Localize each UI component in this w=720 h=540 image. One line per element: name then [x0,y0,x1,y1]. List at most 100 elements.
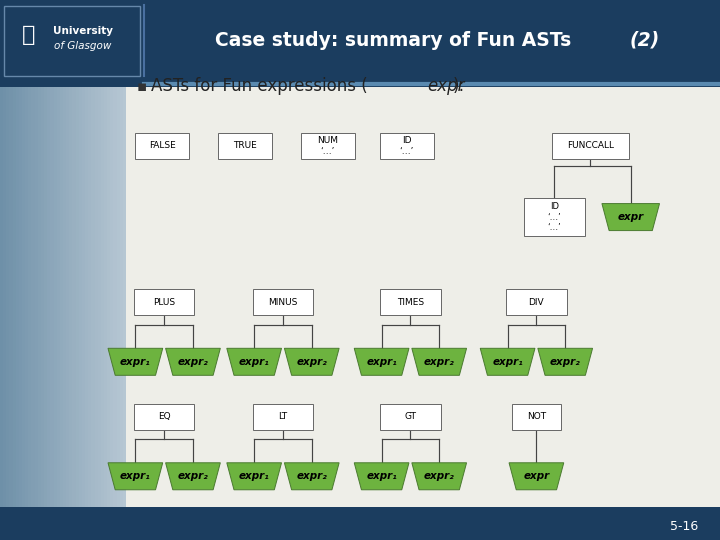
Polygon shape [509,463,564,490]
FancyBboxPatch shape [253,404,313,430]
Text: ID
‘…’: ID ‘…’ [400,136,414,156]
Text: ):: ): [452,77,464,96]
FancyBboxPatch shape [94,87,99,507]
FancyBboxPatch shape [380,133,433,159]
FancyBboxPatch shape [380,289,441,315]
FancyBboxPatch shape [88,87,92,507]
FancyBboxPatch shape [50,87,54,507]
FancyBboxPatch shape [107,87,111,507]
Text: FALSE: FALSE [148,141,176,150]
Text: expr₂: expr₂ [178,357,208,367]
Text: expr₁: expr₁ [120,471,150,481]
FancyBboxPatch shape [114,87,117,507]
FancyBboxPatch shape [85,87,89,507]
Text: University: University [53,26,113,36]
FancyBboxPatch shape [66,87,70,507]
FancyBboxPatch shape [9,87,13,507]
Polygon shape [602,204,660,231]
FancyBboxPatch shape [28,87,32,507]
FancyBboxPatch shape [253,289,313,315]
Text: expr₁: expr₁ [366,357,397,367]
FancyBboxPatch shape [48,87,51,507]
FancyBboxPatch shape [218,133,272,159]
Polygon shape [284,348,339,375]
FancyBboxPatch shape [552,133,629,159]
Polygon shape [284,463,339,490]
Text: (2): (2) [629,31,660,50]
Text: DIV: DIV [528,298,544,307]
Text: expr₂: expr₂ [297,471,327,481]
Text: expr₁: expr₁ [239,357,269,367]
FancyBboxPatch shape [506,289,567,315]
Text: expr₂: expr₂ [424,471,454,481]
Text: LT: LT [279,413,287,421]
Text: EQ: EQ [158,413,171,421]
FancyBboxPatch shape [513,404,560,430]
Polygon shape [412,348,467,375]
FancyBboxPatch shape [104,87,108,507]
FancyBboxPatch shape [110,87,114,507]
Text: MINUS: MINUS [269,298,297,307]
Text: ID
‘…’
‘…’: ID ‘…’ ‘…’ [548,202,561,232]
FancyBboxPatch shape [0,507,720,540]
Text: expr₁: expr₁ [239,471,269,481]
Polygon shape [227,463,282,490]
Text: expr₂: expr₂ [297,357,327,367]
FancyBboxPatch shape [126,87,720,507]
FancyBboxPatch shape [63,87,67,507]
FancyBboxPatch shape [91,87,95,507]
Polygon shape [108,348,163,375]
Text: expr: expr [428,77,465,96]
FancyBboxPatch shape [301,133,355,159]
Polygon shape [538,348,593,375]
Text: expr₁: expr₁ [366,471,397,481]
FancyBboxPatch shape [44,87,48,507]
FancyBboxPatch shape [123,87,127,507]
FancyBboxPatch shape [25,87,29,507]
Polygon shape [354,463,409,490]
Text: of Glasgow: of Glasgow [54,41,112,51]
FancyBboxPatch shape [98,87,102,507]
FancyBboxPatch shape [60,87,63,507]
Text: expr: expr [618,212,644,222]
FancyBboxPatch shape [16,87,19,507]
Text: expr₂: expr₂ [550,357,580,367]
FancyBboxPatch shape [82,87,86,507]
Text: ▪: ▪ [137,79,147,94]
Polygon shape [166,463,220,490]
Text: expr₂: expr₂ [424,357,454,367]
FancyBboxPatch shape [135,133,189,159]
FancyBboxPatch shape [32,87,35,507]
Polygon shape [412,463,467,490]
Polygon shape [166,348,220,375]
Text: 5-16: 5-16 [670,520,698,533]
Text: NUM
‘…’: NUM ‘…’ [317,136,338,156]
FancyBboxPatch shape [117,87,120,507]
FancyBboxPatch shape [101,87,104,507]
Text: NOT: NOT [527,413,546,421]
FancyBboxPatch shape [120,87,124,507]
FancyBboxPatch shape [57,87,60,507]
Text: expr₁: expr₁ [492,357,523,367]
FancyBboxPatch shape [53,87,58,507]
Text: FUNCCALL: FUNCCALL [567,141,614,150]
FancyBboxPatch shape [76,87,79,507]
FancyBboxPatch shape [134,289,194,315]
Text: TRUE: TRUE [233,141,256,150]
FancyBboxPatch shape [4,6,140,76]
Polygon shape [227,348,282,375]
Text: expr: expr [523,471,549,481]
Text: expr₂: expr₂ [178,471,208,481]
FancyBboxPatch shape [37,87,42,507]
Text: expr₁: expr₁ [120,357,150,367]
Text: 🎓: 🎓 [22,25,35,45]
Polygon shape [354,348,409,375]
FancyBboxPatch shape [73,87,76,507]
FancyBboxPatch shape [19,87,23,507]
FancyBboxPatch shape [22,87,26,507]
FancyBboxPatch shape [35,87,39,507]
FancyBboxPatch shape [41,87,45,507]
Polygon shape [108,463,163,490]
Text: PLUS: PLUS [153,298,175,307]
FancyBboxPatch shape [380,404,441,430]
